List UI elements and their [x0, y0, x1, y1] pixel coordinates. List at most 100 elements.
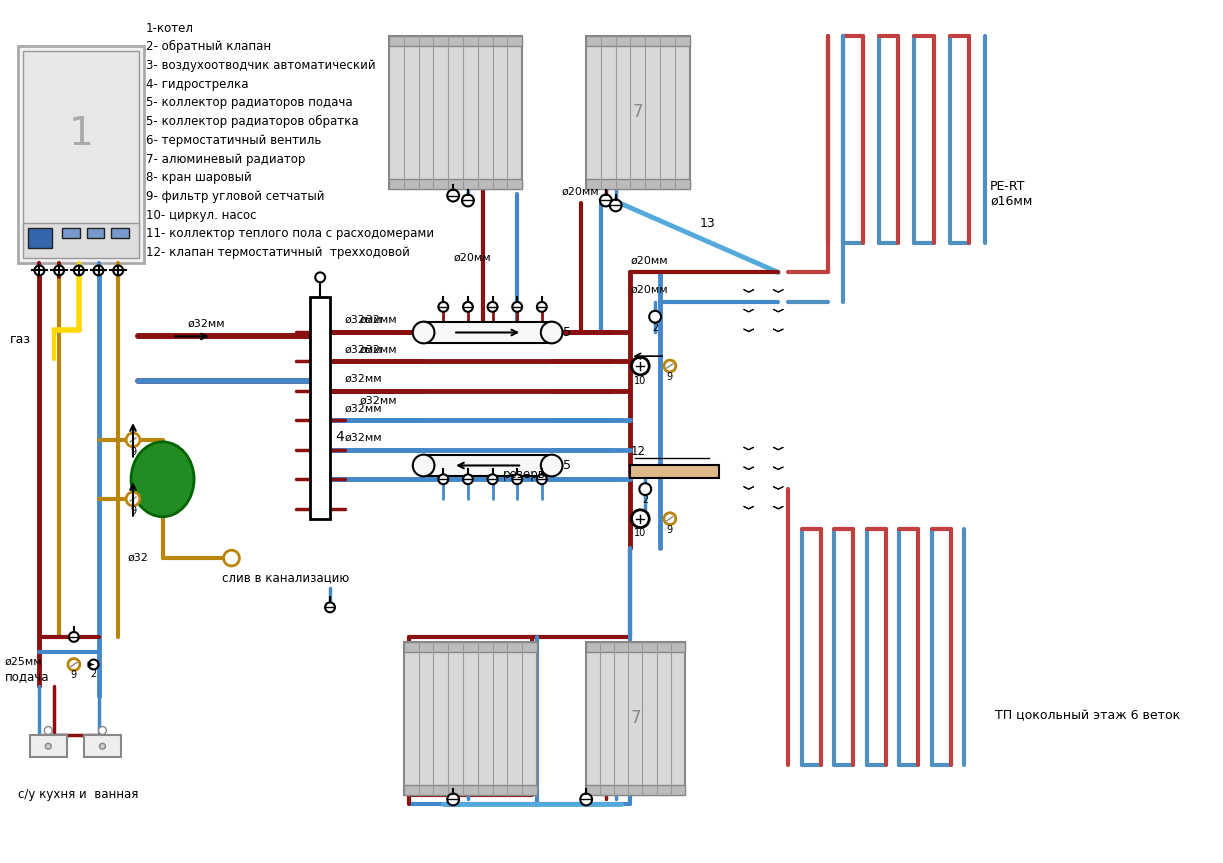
- Text: ø20мм: ø20мм: [454, 253, 490, 262]
- Polygon shape: [744, 507, 753, 509]
- Polygon shape: [744, 487, 753, 489]
- Text: ø32мм: ø32мм: [345, 433, 383, 443]
- Bar: [404, 642, 537, 652]
- Text: 5: 5: [564, 326, 571, 339]
- Text: 10: 10: [635, 528, 647, 539]
- Circle shape: [464, 475, 473, 484]
- Circle shape: [541, 322, 563, 343]
- Text: ø32мм: ø32мм: [345, 315, 383, 324]
- Ellipse shape: [131, 442, 194, 517]
- Bar: [586, 784, 685, 795]
- Polygon shape: [744, 329, 753, 331]
- Text: газ: газ: [10, 333, 31, 346]
- Bar: [29, 735, 67, 757]
- Text: ø32мм: ø32мм: [187, 318, 225, 329]
- Circle shape: [316, 273, 325, 282]
- Bar: [586, 36, 690, 189]
- Text: 5- коллектор радиаторов обратка: 5- коллектор радиаторов обратка: [146, 115, 358, 129]
- Bar: [17, 46, 144, 262]
- Bar: [404, 784, 537, 795]
- Circle shape: [99, 743, 105, 749]
- Bar: [404, 642, 537, 795]
- Circle shape: [34, 266, 44, 275]
- Circle shape: [631, 510, 649, 527]
- Text: 8- кран шаровый: 8- кран шаровый: [146, 172, 252, 185]
- Bar: [87, 228, 104, 238]
- Text: слив в канализацию: слив в канализацию: [221, 571, 349, 584]
- Circle shape: [88, 659, 99, 670]
- Circle shape: [68, 632, 78, 642]
- Bar: [83, 735, 121, 757]
- Text: 2- обратный клапан: 2- обратный клапан: [146, 41, 272, 54]
- Circle shape: [438, 475, 449, 484]
- Circle shape: [325, 602, 335, 612]
- Polygon shape: [773, 309, 783, 312]
- Text: 4- гидрострелка: 4- гидрострелка: [146, 78, 248, 91]
- Text: 1-котел: 1-котел: [146, 22, 193, 35]
- Circle shape: [580, 794, 592, 805]
- Circle shape: [94, 266, 104, 275]
- Text: 5- коллектор радиаторов подача: 5- коллектор радиаторов подача: [146, 97, 352, 110]
- Bar: [23, 51, 139, 238]
- Circle shape: [114, 266, 124, 275]
- Circle shape: [438, 302, 449, 312]
- Circle shape: [464, 302, 473, 312]
- Text: 12- клапан термостатичный  трехходовой: 12- клапан термостатичный трехходовой: [146, 246, 410, 259]
- Circle shape: [413, 322, 434, 343]
- Text: 9: 9: [130, 506, 136, 516]
- Circle shape: [224, 551, 240, 566]
- Circle shape: [512, 302, 522, 312]
- Circle shape: [649, 311, 660, 323]
- Bar: [586, 179, 690, 189]
- Text: 2: 2: [652, 323, 658, 332]
- Circle shape: [45, 743, 51, 749]
- Text: ø32мм: ø32мм: [345, 403, 383, 413]
- Text: ø32мм: ø32мм: [345, 374, 383, 384]
- Text: 12: 12: [631, 445, 646, 458]
- Bar: [23, 224, 139, 258]
- Text: 1: 1: [68, 116, 93, 154]
- Text: ТП цокольный этаж 6 веток: ТП цокольный этаж 6 веток: [996, 709, 1180, 722]
- Circle shape: [537, 302, 547, 312]
- Text: 6- термостатичный вентиль: 6- термостатичный вентиль: [146, 134, 322, 147]
- Circle shape: [537, 475, 547, 484]
- Circle shape: [448, 794, 459, 805]
- Circle shape: [413, 455, 434, 476]
- Circle shape: [54, 266, 64, 275]
- Text: 13: 13: [700, 217, 715, 230]
- Bar: [631, 464, 719, 478]
- Circle shape: [126, 492, 139, 506]
- Bar: [28, 228, 53, 248]
- Text: ø25мм: ø25мм: [5, 657, 43, 666]
- Polygon shape: [773, 329, 783, 331]
- Circle shape: [631, 357, 649, 375]
- Bar: [111, 228, 130, 238]
- Text: 2: 2: [91, 670, 97, 679]
- Circle shape: [664, 360, 676, 372]
- Polygon shape: [744, 467, 753, 469]
- Circle shape: [512, 475, 522, 484]
- Text: 7: 7: [632, 103, 642, 121]
- Circle shape: [610, 199, 621, 211]
- Bar: [586, 642, 685, 795]
- Text: 9: 9: [667, 525, 673, 534]
- Bar: [389, 36, 522, 46]
- Text: ø32мм: ø32мм: [360, 344, 397, 354]
- Polygon shape: [773, 290, 783, 292]
- Text: ø32мм: ø32мм: [360, 395, 397, 406]
- Text: 9- фильтр угловой сетчатый: 9- фильтр угловой сетчатый: [146, 190, 324, 203]
- Text: PE-RT
ø16мм: PE-RT ø16мм: [991, 180, 1032, 208]
- Polygon shape: [773, 467, 783, 469]
- Bar: [586, 642, 685, 652]
- Text: ø20мм: ø20мм: [561, 186, 599, 197]
- Circle shape: [600, 194, 612, 206]
- Circle shape: [541, 455, 563, 476]
- Text: ø20мм: ø20мм: [631, 255, 668, 266]
- Circle shape: [640, 483, 651, 495]
- Text: 9: 9: [667, 372, 673, 381]
- Bar: [423, 322, 552, 343]
- Polygon shape: [744, 447, 753, 450]
- Text: 10- циркул. насос: 10- циркул. насос: [146, 209, 257, 222]
- Text: 2: 2: [642, 495, 648, 505]
- Circle shape: [99, 727, 106, 734]
